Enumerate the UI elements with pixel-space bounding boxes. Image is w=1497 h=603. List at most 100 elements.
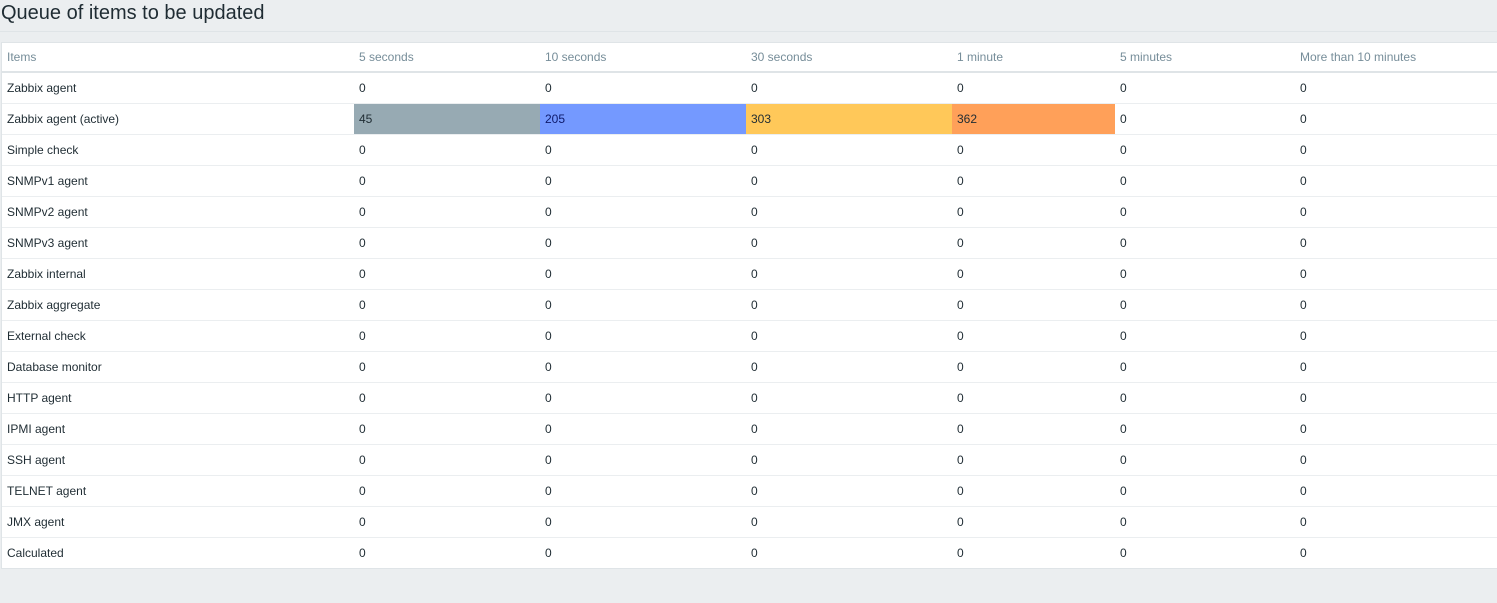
queue-count-cell: 0 bbox=[746, 165, 952, 197]
item-type-name: Zabbix agent bbox=[2, 72, 354, 104]
item-type-name: Simple check bbox=[2, 134, 354, 166]
item-type-name: Database monitor bbox=[2, 351, 354, 383]
queue-count-cell: 0 bbox=[540, 227, 746, 259]
queue-count-cell: 0 bbox=[952, 351, 1115, 383]
queue-count-cell: 0 bbox=[746, 351, 952, 383]
queue-count-cell: 0 bbox=[1115, 227, 1295, 259]
queue-count-cell: 0 bbox=[1115, 320, 1295, 352]
queue-count-cell: 0 bbox=[1295, 134, 1497, 166]
queue-count-cell: 0 bbox=[540, 72, 746, 104]
queue-count-cell: 0 bbox=[540, 413, 746, 445]
queue-count-cell: 0 bbox=[952, 72, 1115, 104]
queue-count-cell: 0 bbox=[354, 227, 540, 259]
queue-count-cell: 0 bbox=[540, 444, 746, 476]
page-header: Queue of items to be updated bbox=[0, 0, 1497, 32]
queue-count-cell: 362 bbox=[952, 103, 1115, 135]
table-row: SNMPv3 agent 0 0 0 0 0 0 bbox=[2, 227, 1497, 259]
queue-count-cell: 0 bbox=[354, 382, 540, 414]
queue-count-cell: 0 bbox=[1115, 382, 1295, 414]
column-header-5-seconds: 5 seconds bbox=[354, 43, 540, 73]
queue-count-cell: 0 bbox=[540, 258, 746, 290]
queue-count-cell: 0 bbox=[952, 134, 1115, 166]
queue-count-cell: 0 bbox=[746, 227, 952, 259]
item-type-name: SNMPv3 agent bbox=[2, 227, 354, 259]
table-row: SNMPv2 agent 0 0 0 0 0 0 bbox=[2, 196, 1497, 228]
column-header-10-seconds: 10 seconds bbox=[540, 43, 746, 73]
queue-count-cell: 0 bbox=[1115, 475, 1295, 507]
queue-count-cell: 0 bbox=[540, 506, 746, 538]
item-type-name: SNMPv1 agent bbox=[2, 165, 354, 197]
queue-count-cell: 0 bbox=[952, 444, 1115, 476]
queue-count-cell: 205 bbox=[540, 103, 746, 135]
table-header-row: Items 5 seconds 10 seconds 30 seconds 1 … bbox=[2, 43, 1497, 73]
queue-count-cell: 0 bbox=[1295, 475, 1497, 507]
queue-count-cell: 0 bbox=[952, 382, 1115, 414]
queue-count-cell: 0 bbox=[746, 320, 952, 352]
queue-count-cell: 0 bbox=[1300, 546, 1307, 560]
queue-count-cell: 0 bbox=[1295, 320, 1497, 352]
queue-count-cell: 0 bbox=[1295, 165, 1497, 197]
queue-count-cell: 0 bbox=[1295, 506, 1497, 538]
queue-count-cell: 0 bbox=[746, 258, 952, 290]
queue-count-cell: 0 bbox=[1115, 413, 1295, 445]
queue-count-cell: 0 bbox=[1295, 444, 1497, 476]
column-header-more-than-10-minutes: More than 10 minutes bbox=[1295, 43, 1497, 73]
column-header-30-seconds: 30 seconds bbox=[746, 43, 952, 73]
queue-count-cell: 0 bbox=[1115, 289, 1295, 321]
item-type-name: External check bbox=[2, 320, 354, 352]
queue-count-cell: 0 bbox=[1115, 103, 1295, 135]
queue-count-cell: 0 bbox=[354, 289, 540, 321]
queue-count-cell: 0 bbox=[354, 444, 540, 476]
queue-count-cell: 0 bbox=[540, 320, 746, 352]
queue-count-cell: 0 bbox=[1295, 196, 1497, 228]
table-row: Zabbix internal 0 0 0 0 0 0 bbox=[2, 258, 1497, 290]
queue-count-cell: 0 bbox=[751, 546, 758, 560]
queue-count-cell: 0 bbox=[1115, 444, 1295, 476]
queue-count-cell: 0 bbox=[952, 165, 1115, 197]
queue-count-cell: 45 bbox=[354, 103, 540, 135]
queue-count-cell: 0 bbox=[354, 320, 540, 352]
column-header-1-minute: 1 minute bbox=[952, 43, 1115, 73]
queue-count-cell: 0 bbox=[545, 546, 552, 560]
queue-count-cell: 0 bbox=[359, 546, 366, 560]
item-type-name: SNMPv2 agent bbox=[2, 196, 354, 228]
queue-count-cell: 0 bbox=[952, 506, 1115, 538]
queue-count-cell: 0 bbox=[1295, 103, 1497, 135]
queue-count-cell: 0 bbox=[952, 289, 1115, 321]
column-header-items: Items bbox=[2, 43, 354, 73]
queue-count-cell: 0 bbox=[952, 413, 1115, 445]
item-type-name: TELNET agent bbox=[2, 475, 354, 507]
queue-count-cell: 0 bbox=[746, 475, 952, 507]
queue-count-cell: 0 bbox=[540, 289, 746, 321]
queue-count-cell: 0 bbox=[746, 72, 952, 104]
queue-count-cell: 0 bbox=[540, 165, 746, 197]
queue-count-cell: 0 bbox=[1115, 165, 1295, 197]
queue-count-cell: 0 bbox=[746, 382, 952, 414]
queue-count-cell: 0 bbox=[1295, 258, 1497, 290]
queue-count-cell: 0 bbox=[540, 475, 746, 507]
queue-count-cell: 0 bbox=[540, 134, 746, 166]
queue-count-cell: 0 bbox=[1115, 506, 1295, 538]
queue-count-cell: 0 bbox=[746, 289, 952, 321]
table-row: Simple check 0 0 0 0 0 0 bbox=[2, 134, 1497, 166]
queue-count-cell: 0 bbox=[1295, 382, 1497, 414]
item-type-name: SSH agent bbox=[2, 444, 354, 476]
queue-count-cell: 0 bbox=[1115, 72, 1295, 104]
queue-count-cell: 303 bbox=[746, 103, 952, 135]
item-type-name: IPMI agent bbox=[2, 413, 354, 445]
queue-count-cell: 0 bbox=[957, 546, 964, 560]
queue-count-cell: 0 bbox=[1115, 134, 1295, 166]
queue-count-cell: 0 bbox=[354, 134, 540, 166]
queue-count-cell: 0 bbox=[354, 475, 540, 507]
queue-count-cell: 0 bbox=[540, 196, 746, 228]
queue-count-cell: 0 bbox=[1295, 289, 1497, 321]
queue-count-cell: 0 bbox=[952, 196, 1115, 228]
queue-count-cell: 0 bbox=[1120, 546, 1127, 560]
queue-count-cell: 0 bbox=[952, 475, 1115, 507]
item-type-name: Zabbix agent (active) bbox=[2, 103, 354, 135]
queue-count-cell: 0 bbox=[1295, 351, 1497, 383]
queue-count-cell: 0 bbox=[1295, 72, 1497, 104]
queue-count-cell: 0 bbox=[354, 413, 540, 445]
queue-table-body: Zabbix agent 0 0 0 0 0 0 Zabbix agent (active) 4… bbox=[2, 72, 1497, 568]
item-type-name: Calculated bbox=[7, 546, 64, 560]
